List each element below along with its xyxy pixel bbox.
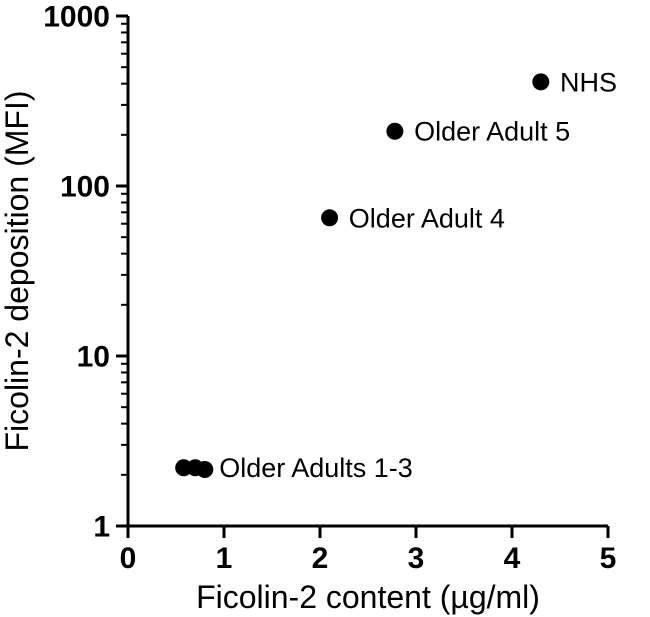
point-label: Older Adult 5: [414, 117, 570, 147]
x-tick-label: 0: [120, 542, 137, 575]
point-label: NHS: [560, 67, 617, 97]
data-point: [321, 209, 338, 226]
x-tick-label: 4: [504, 542, 521, 575]
x-tick-label: 3: [408, 542, 425, 575]
x-tick-label: 2: [312, 542, 329, 575]
x-axis-title: Ficolin-2 content (µg/ml): [196, 579, 540, 615]
y-tick-label: 10: [77, 341, 110, 374]
x-tick-label: 1: [216, 542, 233, 575]
y-tick-label: 1: [93, 511, 110, 544]
y-axis-title: Ficolin-2 deposition (MFI): [0, 91, 35, 452]
y-tick-label: 100: [60, 171, 110, 204]
point-label: Older Adult 4: [349, 203, 505, 233]
point-label: Older Adults 1-3: [219, 453, 413, 483]
x-tick-label: 5: [600, 542, 617, 575]
data-point: [196, 461, 213, 478]
chart-container: 0123451101001000Ficolin-2 content (µg/ml…: [0, 0, 650, 617]
y-tick-label: 1000: [43, 1, 110, 34]
data-point: [532, 73, 549, 90]
scatter-chart: 0123451101001000Ficolin-2 content (µg/ml…: [0, 0, 650, 617]
data-point: [386, 123, 403, 140]
